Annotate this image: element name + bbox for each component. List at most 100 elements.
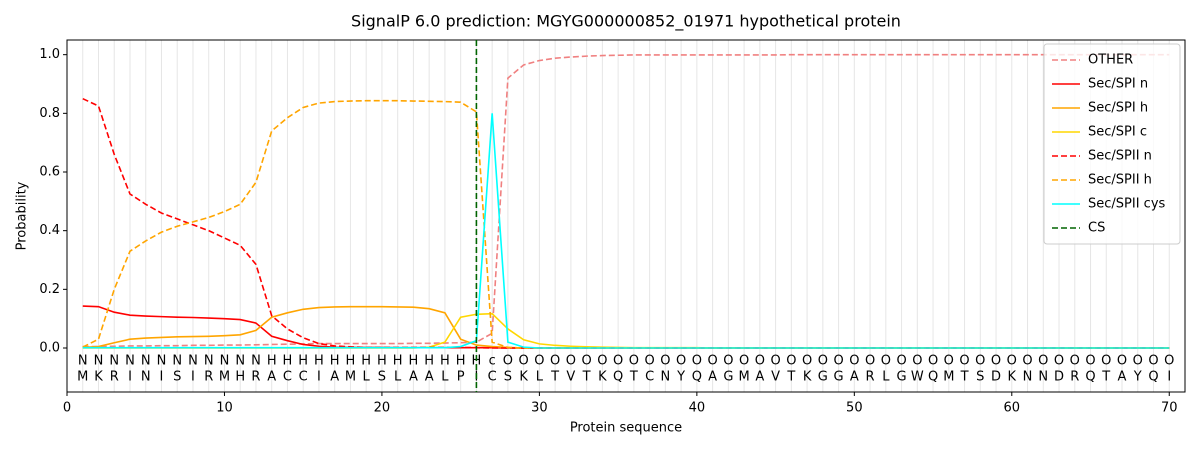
region-label: H	[330, 354, 340, 369]
y-tick-label: 1.0	[39, 47, 60, 62]
residue: H	[235, 370, 245, 385]
region-label: O	[944, 354, 954, 369]
region-label: O	[975, 354, 985, 369]
region-label: O	[723, 354, 733, 369]
residue: G	[723, 370, 733, 385]
region-label: O	[1022, 354, 1032, 369]
x-tick-label: 30	[531, 401, 548, 416]
plot-frame	[66, 39, 1186, 393]
residue: I	[160, 370, 164, 385]
series-line	[82, 99, 1170, 349]
residue: T	[786, 370, 795, 385]
residue: Y	[676, 370, 685, 385]
residue: Q	[692, 370, 702, 385]
residue: M	[219, 370, 230, 385]
legend-label: Sec/SPI h	[1088, 101, 1148, 116]
residue: N	[660, 370, 670, 385]
x-tick-label: 40	[689, 401, 706, 416]
residue: M	[738, 370, 749, 385]
region-label: H	[361, 354, 371, 369]
region-label: H	[283, 354, 293, 369]
residue: R	[1070, 370, 1079, 385]
residue: L	[536, 370, 544, 385]
region-label: O	[676, 354, 686, 369]
region-label: O	[645, 354, 655, 369]
x-tick-label: 10	[216, 401, 233, 416]
region-label: O	[865, 354, 875, 369]
region-label: H	[409, 354, 419, 369]
region-label: H	[298, 354, 308, 369]
legend-label: Sec/SPI c	[1088, 125, 1147, 140]
residue: I	[128, 370, 132, 385]
region-label: O	[1038, 354, 1048, 369]
residue: L	[394, 370, 402, 385]
residue: A	[755, 370, 764, 385]
x-tick-label: 0	[63, 401, 71, 416]
residue: Q	[613, 370, 623, 385]
region-label: H	[456, 354, 466, 369]
region-label: O	[912, 354, 922, 369]
residue: A	[409, 370, 418, 385]
residue: Q	[1085, 370, 1095, 385]
residue: A	[850, 370, 859, 385]
residue: N	[1023, 370, 1033, 385]
region-label: O	[928, 354, 938, 369]
residue: I	[191, 370, 195, 385]
region-label: N	[141, 354, 151, 369]
region-label: O	[802, 354, 812, 369]
series-line	[82, 305, 1170, 349]
residue: P	[457, 370, 465, 385]
residue: T	[960, 370, 969, 385]
residue: G	[834, 370, 844, 385]
residue: M	[943, 370, 954, 385]
residue: A	[267, 370, 276, 385]
residue: V	[771, 370, 780, 385]
y-tick-label: 0.4	[39, 223, 60, 238]
region-label: N	[94, 354, 104, 369]
region-label: O	[692, 354, 702, 369]
residue: G	[897, 370, 907, 385]
residue: Y	[1133, 370, 1142, 385]
residue: K	[803, 370, 812, 385]
region-label: N	[172, 354, 182, 369]
region-label: O	[534, 354, 544, 369]
region-label: O	[1085, 354, 1095, 369]
residue: N	[141, 370, 151, 385]
residue: T	[1101, 370, 1110, 385]
region-label: H	[346, 354, 356, 369]
region-label: O	[613, 354, 623, 369]
residue: L	[441, 370, 449, 385]
region-label: N	[78, 354, 88, 369]
region-label: N	[251, 354, 261, 369]
region-label: H	[440, 354, 450, 369]
y-tick-label: 0.8	[39, 106, 60, 121]
residue: M	[77, 370, 88, 385]
region-label: O	[818, 354, 828, 369]
residue: W	[911, 370, 924, 385]
region-label: O	[991, 354, 1001, 369]
series-line	[82, 53, 1170, 348]
region-label: O	[1101, 354, 1111, 369]
residue: S	[976, 370, 984, 385]
residue: Q	[1148, 370, 1158, 385]
residue: R	[204, 370, 213, 385]
y-tick-label: 0.6	[39, 165, 60, 180]
residue: K	[1008, 370, 1017, 385]
residue: C	[645, 370, 654, 385]
x-tick-label: 20	[374, 401, 391, 416]
residue: N	[1038, 370, 1048, 385]
region-label: O	[1117, 354, 1127, 369]
region-label: O	[770, 354, 780, 369]
region-label: N	[204, 354, 214, 369]
region-label: O	[707, 354, 717, 369]
residue: A	[330, 370, 339, 385]
region-label: O	[582, 354, 592, 369]
y-axis-label: Probability	[15, 181, 30, 250]
region-label: O	[959, 354, 969, 369]
residue: I	[1167, 370, 1171, 385]
y-tick-label: 0.2	[39, 282, 60, 297]
region-label: O	[503, 354, 513, 369]
x-axis-label: Protein sequence	[570, 421, 682, 436]
residue: T	[550, 370, 559, 385]
